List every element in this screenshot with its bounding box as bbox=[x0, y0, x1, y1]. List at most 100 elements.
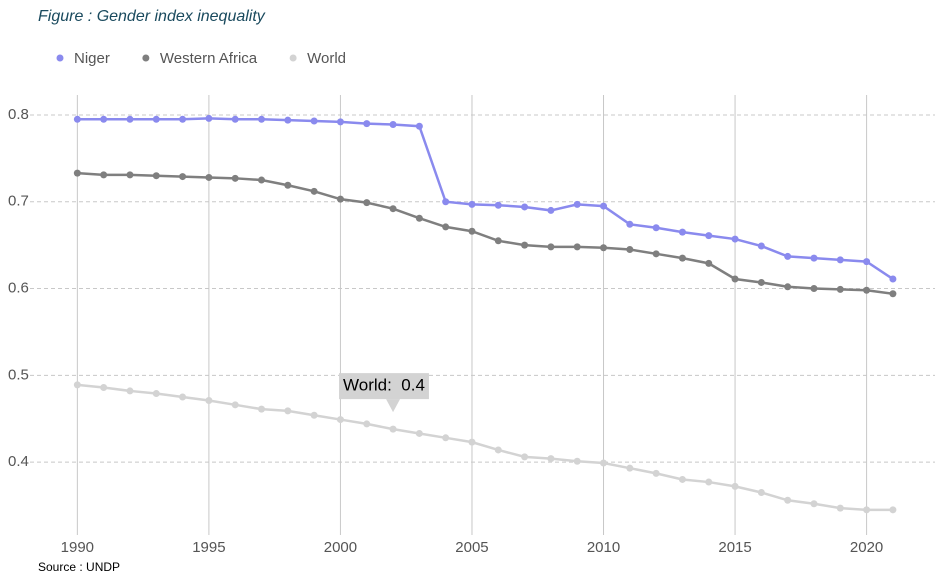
data-point bbox=[494, 237, 502, 245]
data-point bbox=[100, 115, 108, 123]
data-point bbox=[152, 115, 160, 123]
data-point bbox=[889, 290, 897, 298]
legend-marker bbox=[289, 54, 297, 62]
data-point bbox=[652, 250, 660, 258]
data-point bbox=[231, 401, 239, 409]
data-point bbox=[521, 203, 529, 211]
data-point bbox=[389, 425, 397, 433]
data-point bbox=[784, 252, 792, 260]
data-point bbox=[126, 115, 134, 123]
data-point bbox=[284, 181, 292, 189]
data-point bbox=[810, 254, 818, 262]
x-tick-label: 2010 bbox=[587, 539, 620, 556]
legend-marker bbox=[142, 54, 150, 62]
data-point bbox=[442, 223, 450, 231]
data-point bbox=[652, 469, 660, 477]
data-point bbox=[415, 429, 423, 437]
tooltip-text: World: 0.4 bbox=[343, 376, 425, 395]
data-point bbox=[152, 390, 160, 398]
data-point bbox=[310, 117, 318, 125]
data-point bbox=[442, 434, 450, 442]
data-point bbox=[468, 200, 476, 208]
data-point bbox=[600, 459, 608, 467]
data-point bbox=[415, 214, 423, 222]
data-point bbox=[784, 283, 792, 291]
tooltip-pointer bbox=[386, 399, 401, 413]
data-point bbox=[836, 285, 844, 293]
data-point bbox=[757, 278, 765, 286]
data-point bbox=[205, 396, 213, 404]
data-point bbox=[705, 259, 713, 267]
data-point bbox=[836, 504, 844, 512]
data-point bbox=[442, 198, 450, 206]
y-tick-label: 0.4 bbox=[8, 453, 29, 470]
data-point bbox=[863, 506, 871, 514]
data-point bbox=[573, 200, 581, 208]
data-point bbox=[705, 478, 713, 486]
data-point bbox=[336, 118, 344, 126]
x-tick-label: 2000 bbox=[324, 539, 357, 556]
data-point bbox=[731, 275, 739, 283]
data-point bbox=[73, 115, 81, 123]
data-point bbox=[231, 174, 239, 182]
data-point bbox=[547, 455, 555, 463]
data-point bbox=[336, 416, 344, 424]
data-point bbox=[389, 205, 397, 213]
data-point bbox=[810, 500, 818, 508]
data-point bbox=[179, 393, 187, 401]
data-point bbox=[258, 176, 266, 184]
data-point bbox=[494, 446, 502, 454]
data-point bbox=[179, 115, 187, 123]
data-point bbox=[810, 285, 818, 293]
x-tick-label: 2015 bbox=[718, 539, 751, 556]
data-point bbox=[100, 171, 108, 179]
data-point bbox=[468, 438, 476, 446]
data-point bbox=[678, 254, 686, 262]
y-tick-label: 0.7 bbox=[8, 193, 29, 210]
data-point bbox=[547, 243, 555, 251]
data-point bbox=[363, 420, 371, 428]
legend-label: Western Africa bbox=[160, 50, 258, 67]
data-point bbox=[258, 405, 266, 413]
source: Source : UNDP bbox=[38, 560, 120, 574]
data-point bbox=[100, 383, 108, 391]
data-point bbox=[284, 407, 292, 415]
data-point bbox=[152, 172, 160, 180]
data-point bbox=[231, 115, 239, 123]
y-tick-label: 0.5 bbox=[8, 366, 29, 383]
data-point bbox=[626, 220, 634, 228]
data-point bbox=[573, 243, 581, 251]
chart-title: Figure : Gender index inequality bbox=[38, 8, 266, 25]
legend-label: World bbox=[307, 50, 346, 67]
data-point bbox=[310, 187, 318, 195]
data-point bbox=[389, 121, 397, 129]
data-point bbox=[678, 475, 686, 483]
data-point bbox=[652, 224, 660, 232]
legend-label: Niger bbox=[74, 50, 110, 67]
data-point bbox=[731, 235, 739, 243]
data-point bbox=[731, 482, 739, 490]
series-line bbox=[77, 171, 894, 295]
data-point bbox=[205, 114, 213, 122]
data-point bbox=[889, 506, 897, 514]
data-point bbox=[258, 115, 266, 123]
data-point bbox=[521, 241, 529, 249]
data-point bbox=[310, 411, 318, 419]
data-point bbox=[836, 256, 844, 264]
data-point bbox=[468, 227, 476, 235]
data-point bbox=[521, 453, 529, 461]
legend-marker bbox=[56, 54, 64, 62]
data-point bbox=[757, 242, 765, 250]
data-point bbox=[363, 199, 371, 207]
series-line bbox=[77, 383, 893, 512]
y-tick-label: 0.6 bbox=[8, 279, 29, 296]
data-point bbox=[626, 464, 634, 472]
data-point bbox=[73, 169, 81, 177]
data-point bbox=[73, 381, 81, 389]
data-point bbox=[179, 173, 187, 181]
data-point bbox=[863, 286, 871, 294]
data-point bbox=[863, 258, 871, 266]
tooltip-box bbox=[339, 373, 429, 400]
data-point bbox=[784, 496, 792, 504]
